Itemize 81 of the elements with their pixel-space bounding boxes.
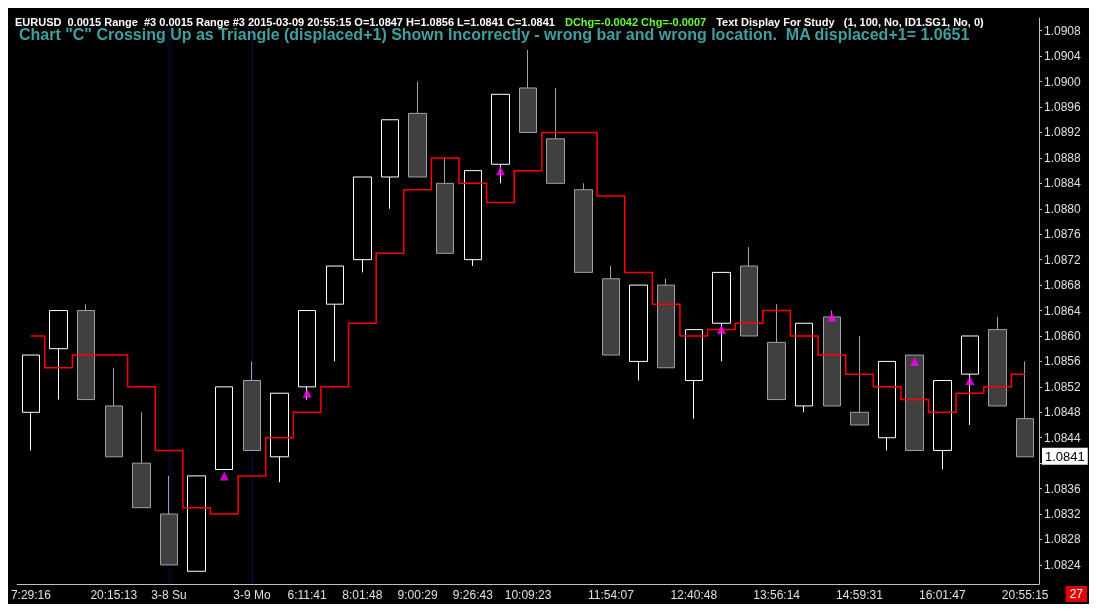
- y-tick-label: 1.0860: [1044, 328, 1082, 343]
- y-tick-label: 1.0908: [1044, 23, 1082, 38]
- annotation: DChg=-0.0042 Chg=-0.0007: [564, 16, 707, 28]
- candlestick: [408, 81, 427, 178]
- y-tick-label: 1.0852: [1044, 379, 1082, 394]
- candlestick: [464, 170, 482, 267]
- candlestick: [270, 392, 289, 483]
- x-tick-label: 13:56:14: [753, 588, 801, 602]
- candlestick: [77, 303, 95, 401]
- point: [495, 166, 505, 176]
- y-tick-label: 1.0900: [1044, 74, 1082, 89]
- candlestick: [436, 157, 454, 254]
- candlestick: [657, 278, 675, 369]
- point: [716, 325, 726, 335]
- x-tick-label: 6:11:41: [287, 588, 328, 602]
- candlestick: [850, 335, 869, 426]
- candlestick: [740, 246, 758, 337]
- candlestick: [988, 316, 1007, 407]
- candlestick: [519, 49, 537, 133]
- y-tick-label: 1.0892: [1044, 125, 1082, 140]
- candlestick: [546, 87, 565, 184]
- text: 27: [1069, 587, 1084, 601]
- x-tick-label: 14:59:31: [836, 588, 884, 602]
- x-tick-label: 12:40:48: [670, 588, 718, 602]
- point: [910, 356, 920, 366]
- y-tick-label: 1.0848: [1044, 405, 1082, 420]
- y-tick-label: 1.0836: [1044, 481, 1082, 496]
- y-tick-label: 1.0904: [1044, 49, 1082, 64]
- candlestick: [49, 310, 68, 401]
- y-tick-label: 1.0896: [1044, 100, 1082, 115]
- candlestick: [905, 354, 924, 451]
- candlestick: [685, 329, 703, 420]
- candlestick: [298, 310, 316, 401]
- candlestick: [160, 475, 178, 566]
- y-tick-label: 1.0888: [1044, 150, 1082, 165]
- x-tick-label: 16:01:47: [918, 588, 967, 602]
- x-tick-label: 3-8 Su: [151, 588, 187, 602]
- candlestick: [353, 176, 372, 273]
- candlestick: [491, 93, 510, 184]
- candlestick: [326, 265, 344, 362]
- x-tick-label: 11:54:07: [588, 588, 635, 602]
- x-tick-label: 20:15:13: [90, 588, 138, 602]
- point: [965, 375, 975, 385]
- y-tick-label: 1.0832: [1044, 507, 1082, 522]
- y-tick-label: 1.0828: [1044, 532, 1082, 547]
- candlestick: [187, 475, 206, 572]
- x-tick-label: 8:01:48: [342, 588, 383, 602]
- x-tick-label: 10:09:23: [504, 588, 552, 602]
- y-tick-label: 1.0824: [1044, 557, 1082, 572]
- point: [302, 388, 312, 398]
- y-tick-label: 1.0872: [1044, 252, 1082, 267]
- y-tick-label: 1.0856: [1044, 354, 1082, 369]
- candlestick: [933, 379, 952, 471]
- candlestick: [1016, 360, 1034, 458]
- text: 1.0841: [1045, 448, 1085, 464]
- candlestick: [767, 303, 786, 401]
- candlestick: [132, 411, 151, 509]
- x-tick-label: 20:55:15: [1001, 588, 1049, 602]
- candlestick: [381, 119, 399, 210]
- x-tick-label: 3-9 Mo: [233, 588, 271, 602]
- candlestick: [629, 284, 648, 381]
- candlestick: [22, 354, 40, 451]
- candlestick: [878, 360, 896, 451]
- candlestick: [243, 360, 261, 451]
- y-tick-label: 1.0884: [1044, 176, 1082, 191]
- candlestick: [105, 367, 123, 458]
- candlestick: [795, 322, 813, 413]
- annotation: Text Display For Study (1, 100, No, ID1.SG1, No, 0): [716, 16, 985, 28]
- candlestick: [574, 182, 593, 273]
- candlestick: [961, 335, 979, 426]
- x-tick-label: 9:26:43: [452, 588, 494, 602]
- x-tick-label: 9:00:29: [397, 588, 438, 602]
- candlestick: [602, 265, 620, 356]
- x-tick-label: 7:29:16: [10, 588, 52, 602]
- y-tick-label: 1.0880: [1044, 201, 1082, 216]
- candlestick: [215, 386, 233, 471]
- y-tick-label: 1.0864: [1044, 303, 1082, 318]
- candlestick: [712, 271, 731, 362]
- y-tick-label: 1.0868: [1044, 278, 1082, 293]
- y-tick-label: 1.0844: [1044, 430, 1082, 445]
- y-tick-label: 1.0876: [1044, 227, 1082, 242]
